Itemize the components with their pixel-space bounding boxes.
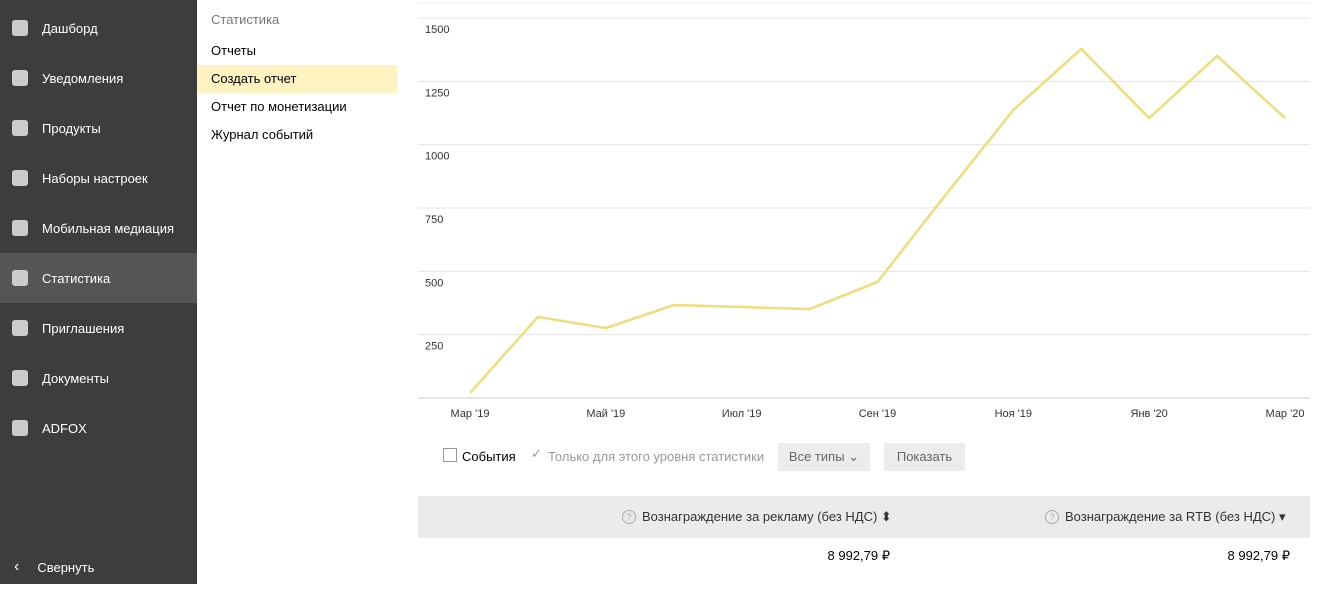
line bbox=[469, 47, 1286, 394]
nav-label[interactable]: Продукты bbox=[42, 120, 101, 136]
y-tick-label: 1250 bbox=[425, 87, 449, 99]
collapse-icon[interactable]: ‹ bbox=[14, 558, 20, 575]
y-tick-label: 500 bbox=[425, 277, 443, 289]
nav-label[interactable]: Статистика bbox=[42, 270, 111, 286]
nav-item[interactable]: ADFOX bbox=[0, 403, 197, 453]
submenu: Статистика Отчеты Создать отчет Отчет по м… bbox=[197, 0, 397, 584]
chart: 250 500 750 1000 1250 1500 Мар '19 Май '19 Июл '… bbox=[418, 2, 1310, 420]
submenu-title: Статистика bbox=[211, 12, 280, 27]
nav-label[interactable]: ADFOX bbox=[42, 420, 87, 436]
table-cell: 8 992,79 ₽ bbox=[827, 548, 891, 563]
nav-item[interactable]: Статистика bbox=[0, 253, 197, 303]
nav-icon[interactable] bbox=[12, 20, 28, 36]
header-text[interactable]: Вознаграждение за RTB (без НДС) bbox=[1065, 509, 1276, 524]
y-tick-label: 750 bbox=[425, 214, 443, 226]
header-text[interactable]: Вознаграждение за рекламу (без НДС) bbox=[642, 509, 878, 524]
submenu-item[interactable]: Создать отчет bbox=[197, 65, 397, 93]
nav-icon[interactable] bbox=[12, 370, 28, 386]
x-tick-label: Янв '20 bbox=[1131, 408, 1168, 420]
checkmark[interactable]: ✓ bbox=[531, 446, 542, 461]
nav-label[interactable]: Уведомления bbox=[42, 70, 124, 86]
nav-icon[interactable] bbox=[12, 120, 28, 136]
level-label[interactable]: Только для этого уровня статистики bbox=[548, 449, 765, 464]
nav-label[interactable]: Наборы настроек bbox=[42, 170, 148, 186]
collapse-label[interactable]: Свернуть bbox=[37, 559, 95, 575]
sidebar: Дашборд Уведомления Продукты Наборы настрое… bbox=[0, 0, 197, 584]
table-header: ? Вознаграждение за рекламу (без НДС) ⬍ ?… bbox=[418, 496, 1310, 538]
x-tick-label: Мар '20 bbox=[1266, 408, 1305, 420]
submenu-item[interactable]: Отчеты bbox=[211, 43, 256, 58]
x-tick-label: Сен '19 bbox=[859, 408, 897, 420]
nav-icon[interactable] bbox=[12, 70, 28, 86]
submenu-item[interactable]: Журнал событий bbox=[211, 127, 314, 142]
nav-item[interactable]: Уведомления bbox=[0, 53, 197, 103]
nav-item[interactable]: Документы bbox=[0, 353, 197, 403]
header-cell[interactable]: ? Вознаграждение за рекламу (без НДС) ⬍ bbox=[622, 496, 892, 538]
y-tick-label: 1000 bbox=[425, 151, 449, 163]
checkbox[interactable] bbox=[443, 448, 457, 462]
submenu-item[interactable]: Отчет по монетизации bbox=[211, 99, 347, 114]
table-cell: 8 992,79 ₽ bbox=[1227, 548, 1291, 563]
x-tick-label: Ноя '19 bbox=[995, 408, 1032, 420]
x-tick-label: Май '19 bbox=[586, 408, 625, 420]
nav-label[interactable]: Приглашения bbox=[42, 320, 125, 336]
events-label[interactable]: События bbox=[462, 449, 516, 464]
nav-item[interactable]: Продукты bbox=[0, 103, 197, 153]
show-button[interactable]: Показать bbox=[884, 443, 965, 471]
nav-item[interactable]: Приглашения bbox=[0, 303, 197, 353]
nav-label[interactable]: Документы bbox=[42, 370, 110, 386]
nav-label[interactable]: Мобильная медиация bbox=[42, 220, 175, 236]
header-cell[interactable]: ? Вознаграждение за RTB (без НДС) ▾ bbox=[1045, 496, 1286, 538]
types-button[interactable]: Все типы ⌄ bbox=[778, 443, 870, 471]
nav-icon[interactable] bbox=[12, 420, 28, 436]
nav-label[interactable]: Дашборд bbox=[42, 20, 98, 36]
nav-item[interactable]: Дашборд bbox=[0, 3, 197, 53]
nav-icon[interactable] bbox=[12, 170, 28, 186]
x-tick-label: Мар '19 bbox=[451, 408, 490, 420]
collapse[interactable]: ‹ Свернуть bbox=[0, 542, 197, 592]
x-tick-label: Июл '19 bbox=[722, 408, 762, 420]
nav-item[interactable]: Мобильная медиация bbox=[0, 203, 197, 253]
nav-item[interactable]: Наборы настроек bbox=[0, 153, 197, 203]
nav-icon[interactable] bbox=[12, 220, 28, 236]
y-tick-label: 250 bbox=[425, 341, 443, 353]
y-tick-label: 1500 bbox=[425, 24, 449, 36]
nav-icon[interactable] bbox=[12, 320, 28, 336]
types-text[interactable]: Все типы bbox=[788, 449, 845, 464]
nav-icon[interactable] bbox=[12, 270, 28, 286]
